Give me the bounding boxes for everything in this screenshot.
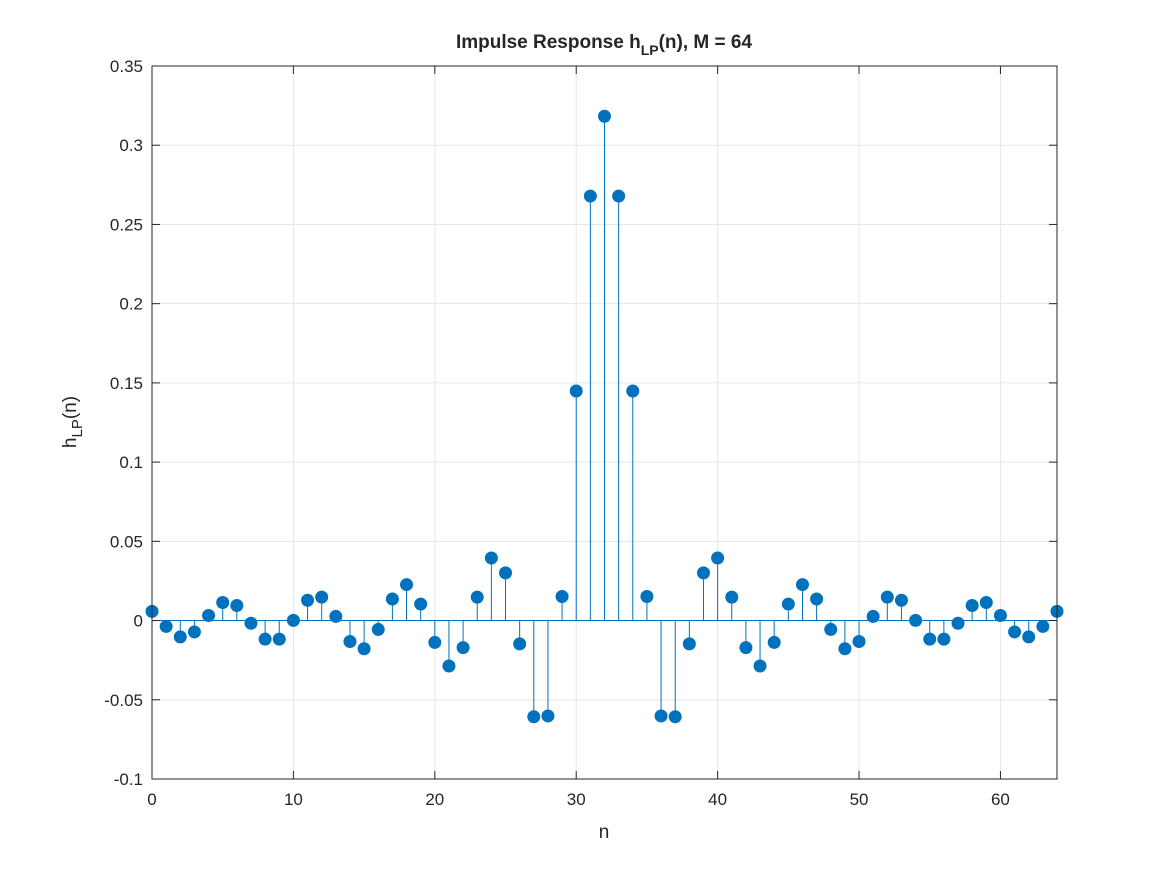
stem-marker bbox=[682, 637, 696, 651]
stem-marker bbox=[696, 566, 710, 580]
stem-marker bbox=[767, 635, 781, 649]
stem-marker bbox=[979, 595, 993, 609]
stem-marker bbox=[668, 710, 682, 724]
stem-marker bbox=[640, 589, 654, 603]
stem-marker bbox=[583, 189, 597, 203]
stem-marker bbox=[315, 590, 329, 604]
stem-marker bbox=[598, 109, 611, 123]
x-tick-label: 40 bbox=[708, 790, 727, 809]
stem-marker bbox=[838, 642, 852, 656]
stem-marker bbox=[909, 613, 923, 627]
stem-marker bbox=[187, 625, 201, 639]
y-tick-label: 0 bbox=[134, 612, 143, 631]
stem-marker bbox=[866, 609, 880, 623]
stem-marker bbox=[880, 590, 894, 604]
stem-marker bbox=[795, 578, 809, 592]
stem-marker bbox=[923, 632, 937, 646]
stem-marker bbox=[654, 709, 668, 723]
stem-marker bbox=[385, 592, 399, 606]
x-tick-label: 60 bbox=[991, 790, 1010, 809]
stem-marker bbox=[258, 632, 272, 646]
stem-marker bbox=[499, 566, 513, 580]
stem-marker bbox=[894, 593, 908, 607]
x-tick-label: 20 bbox=[425, 790, 444, 809]
y-tick-label: -0.1 bbox=[114, 770, 143, 789]
y-tick-label: 0.05 bbox=[110, 532, 143, 551]
stem-marker bbox=[371, 622, 385, 636]
stem-marker bbox=[612, 189, 626, 203]
stem-marker bbox=[202, 608, 216, 622]
stem-marker bbox=[852, 634, 866, 648]
stem-marker bbox=[555, 589, 569, 603]
stem-marker bbox=[569, 384, 583, 398]
y-tick-label: -0.05 bbox=[104, 691, 143, 710]
stem-marker bbox=[711, 551, 725, 565]
stem-marker bbox=[484, 551, 498, 565]
stem-marker bbox=[414, 597, 428, 611]
y-tick-label: 0.3 bbox=[119, 136, 143, 155]
stem-marker bbox=[159, 619, 173, 633]
stem-marker bbox=[810, 592, 824, 606]
stem-marker bbox=[470, 590, 484, 604]
stem-marker bbox=[965, 599, 979, 613]
stem-marker bbox=[244, 616, 258, 630]
stem-marker bbox=[1036, 619, 1050, 633]
stem-marker bbox=[725, 590, 739, 604]
x-axis-label: n bbox=[599, 822, 610, 843]
stem-marker bbox=[301, 593, 315, 607]
y-tick-label: 0.35 bbox=[110, 57, 143, 76]
stem-marker bbox=[753, 659, 767, 673]
stem-marker bbox=[329, 609, 343, 623]
stem-marker bbox=[272, 632, 286, 646]
y-axis-ticks: -0.1 -0.05 0 0.05 0.1 0.15 0.2 0.25 0.3 0.35 bbox=[104, 57, 1057, 789]
stem-series bbox=[145, 109, 1064, 724]
chart-title: Impulse Response hLP(n), M = 64 bbox=[456, 32, 753, 58]
stem-marker bbox=[781, 597, 795, 611]
y-tick-label: 0.15 bbox=[110, 374, 143, 393]
y-tick-label: 0.25 bbox=[110, 215, 143, 234]
x-tick-label: 0 bbox=[147, 790, 156, 809]
x-tick-label: 30 bbox=[567, 790, 586, 809]
stem-marker bbox=[626, 384, 640, 398]
stem-marker bbox=[993, 608, 1007, 622]
stem-marker bbox=[1022, 630, 1036, 644]
stem-marker bbox=[937, 632, 951, 646]
stem-marker bbox=[527, 710, 541, 724]
x-axis-ticks: 0 10 20 30 40 50 60 bbox=[147, 66, 1010, 809]
y-tick-label: 0.1 bbox=[119, 453, 143, 472]
y-tick-label: 0.2 bbox=[119, 295, 143, 314]
y-axis-label-main: h bbox=[60, 438, 81, 449]
stem-marker bbox=[541, 709, 555, 723]
chart-title-suffix: (n), M = 64 bbox=[659, 32, 753, 53]
stem-marker bbox=[286, 613, 300, 627]
stem-marker bbox=[230, 599, 244, 613]
stem-marker bbox=[173, 630, 187, 644]
stem-marker bbox=[343, 634, 357, 648]
chart-title-subscript: LP bbox=[641, 42, 659, 58]
plot-area-frame bbox=[151, 65, 1058, 780]
stem-marker bbox=[400, 578, 414, 592]
stem-marker bbox=[216, 595, 230, 609]
stem-marker bbox=[357, 642, 371, 656]
y-axis-label: hLP(n) bbox=[60, 396, 86, 448]
y-axis-label-subscript: LP bbox=[69, 419, 86, 437]
x-tick-label: 50 bbox=[850, 790, 869, 809]
stem-marker bbox=[824, 622, 838, 636]
chart-title-main: Impulse Response h bbox=[456, 32, 641, 53]
stem-marker bbox=[442, 659, 456, 673]
x-tick-label: 10 bbox=[284, 790, 303, 809]
stem-marker bbox=[1008, 625, 1022, 639]
stem-marker bbox=[513, 637, 527, 651]
stem-marker bbox=[951, 616, 965, 630]
y-axis-label-suffix: (n) bbox=[60, 396, 81, 419]
stem-marker bbox=[456, 641, 470, 655]
stem-marker bbox=[428, 635, 442, 649]
stem-marker bbox=[739, 641, 753, 655]
